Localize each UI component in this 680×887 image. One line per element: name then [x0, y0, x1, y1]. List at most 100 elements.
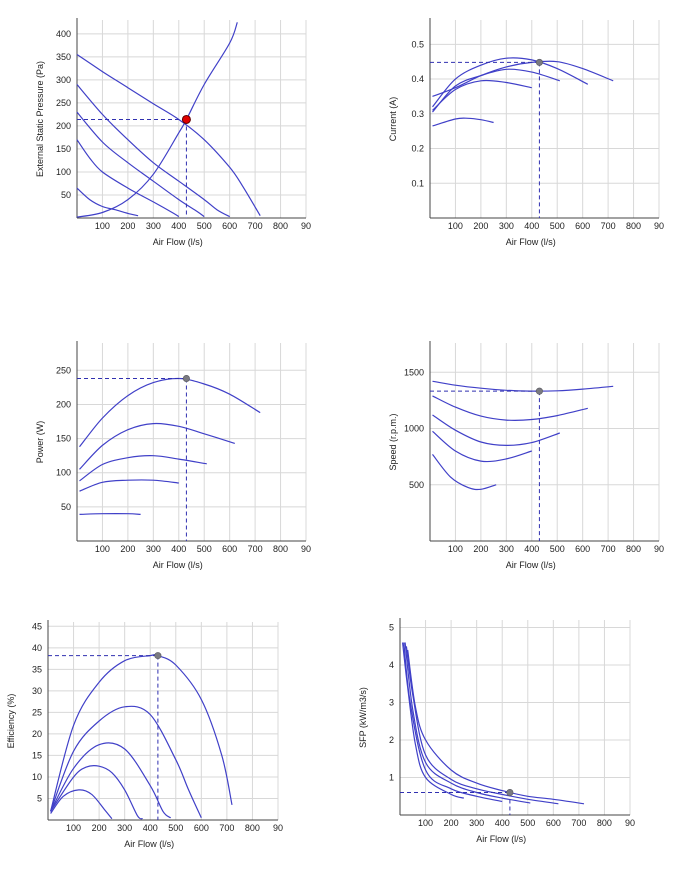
- y-tick-label: 0.3: [411, 109, 424, 119]
- x-tick-label: 100: [95, 221, 110, 231]
- x-tick-label: 500: [550, 221, 565, 231]
- x-tick-label: 100: [448, 221, 463, 231]
- x-tick-label: 500: [168, 823, 183, 833]
- series-line-4: [432, 430, 532, 463]
- operating-point-marker: [181, 114, 191, 124]
- series-line-5: [432, 117, 494, 127]
- series-line-1: [79, 377, 261, 448]
- series-line-4: [79, 479, 179, 492]
- x-tick-label: 90: [654, 221, 664, 231]
- series-line-5: [79, 513, 141, 515]
- series-line-3: [432, 414, 560, 447]
- x-tick-label: 800: [597, 818, 612, 828]
- chart-panel-5: 100 200 300 400 500 600 700 800 90 5 10 15 20 25 30 35 4…: [6, 620, 283, 849]
- x-tick-label: 300: [499, 221, 514, 231]
- x-tick-label: 100: [66, 823, 81, 833]
- series-line-3: [79, 455, 207, 482]
- x-tick-label: 400: [171, 544, 186, 554]
- y-tick-label: 1000: [404, 424, 424, 434]
- y-tick-label: 200: [56, 121, 71, 131]
- x-axis-title: Air Flow (l/s): [506, 560, 556, 570]
- x-tick-label: 400: [495, 818, 510, 828]
- x-tick-label: 90: [301, 221, 311, 231]
- y-tick-label: 150: [56, 144, 71, 154]
- y-tick-label: 25: [32, 707, 42, 717]
- series-line-4: [76, 139, 180, 218]
- x-tick-label: 600: [546, 818, 561, 828]
- y-tick-label: 35: [32, 664, 42, 674]
- x-tick-label: 400: [171, 221, 186, 231]
- y-axis-title: Power (W): [35, 421, 45, 464]
- y-tick-label: 100: [56, 468, 71, 478]
- series-line-1: [407, 649, 585, 805]
- y-tick-label: 200: [56, 399, 71, 409]
- y-tick-label: 3: [389, 698, 394, 708]
- y-tick-label: 0.1: [411, 178, 424, 188]
- y-tick-label: 150: [56, 434, 71, 444]
- operating-point-marker: [535, 58, 543, 66]
- y-axis-title: SFP (kW/m3/s): [358, 687, 368, 748]
- x-tick-label: 400: [524, 221, 539, 231]
- x-tick-label: 100: [95, 544, 110, 554]
- y-tick-label: 1500: [404, 367, 424, 377]
- series-line-3: [50, 742, 172, 819]
- x-tick-label: 800: [245, 823, 260, 833]
- y-tick-label: 20: [32, 729, 42, 739]
- series-line-2: [432, 57, 589, 108]
- x-tick-label: 300: [499, 544, 514, 554]
- y-axis-title: Current (A): [388, 97, 398, 142]
- y-tick-label: 500: [409, 480, 424, 490]
- chart-panel-2: 100 200 300 400 500 600 700 800 90 0.1 0.2 0.3 0.4 0.…: [388, 18, 664, 247]
- x-tick-label: 800: [626, 221, 641, 231]
- x-tick-label: 100: [448, 544, 463, 554]
- x-tick-label: 700: [219, 823, 234, 833]
- y-axis-title: Efficiency (%): [6, 694, 16, 749]
- series-line-6: [76, 22, 238, 218]
- x-tick-label: 600: [575, 544, 590, 554]
- x-axis-title: Air Flow (l/s): [476, 834, 526, 844]
- x-tick-label: 200: [120, 544, 135, 554]
- x-tick-label: 200: [473, 221, 488, 231]
- y-tick-label: 30: [32, 686, 42, 696]
- series-line-5: [402, 642, 465, 799]
- y-tick-label: 50: [61, 502, 71, 512]
- series-line-3: [432, 68, 560, 113]
- x-tick-label: 600: [575, 221, 590, 231]
- series-line-2: [432, 395, 588, 421]
- x-tick-label: 90: [654, 544, 664, 554]
- x-tick-label: 700: [248, 221, 263, 231]
- y-axis-title: Speed (r.p.m.): [388, 413, 398, 470]
- x-tick-label: 700: [601, 544, 616, 554]
- x-axis-title: Air Flow (l/s): [506, 237, 556, 247]
- y-tick-label: 0.4: [411, 74, 424, 84]
- x-tick-label: 90: [301, 544, 311, 554]
- x-tick-label: 300: [146, 544, 161, 554]
- y-tick-label: 2: [389, 735, 394, 745]
- y-tick-label: 50: [61, 190, 71, 200]
- x-tick-label: 100: [418, 818, 433, 828]
- x-tick-label: 200: [92, 823, 107, 833]
- y-tick-label: 0.5: [411, 39, 424, 49]
- x-tick-label: 800: [273, 544, 288, 554]
- x-tick-label: 600: [222, 544, 237, 554]
- x-tick-label: 600: [222, 221, 237, 231]
- y-tick-label: 5: [37, 793, 42, 803]
- operating-point-marker: [182, 375, 190, 383]
- series-line-2: [76, 84, 230, 218]
- x-tick-label: 700: [601, 221, 616, 231]
- y-axis-title: External Static Pressure (Pa): [35, 61, 45, 177]
- series-line-1: [432, 380, 614, 392]
- y-tick-label: 5: [389, 623, 394, 633]
- chart-panel-4: 100 200 300 400 500 600 700 800 90 500 1000 1500 Air…: [388, 341, 664, 570]
- series-line-5: [76, 187, 139, 217]
- x-tick-label: 400: [143, 823, 158, 833]
- chart-panel-6: 100 200 300 400 500 600 700 800 90 1 2 3 4 5 Air Flow …: [358, 618, 635, 844]
- series-line-2: [405, 646, 559, 805]
- x-axis-title: Air Flow (l/s): [153, 560, 203, 570]
- operating-point-marker: [506, 788, 514, 796]
- x-axis-title: Air Flow (l/s): [153, 237, 203, 247]
- operating-point-marker: [154, 652, 162, 660]
- series-line-5: [50, 789, 113, 820]
- y-tick-label: 15: [32, 750, 42, 760]
